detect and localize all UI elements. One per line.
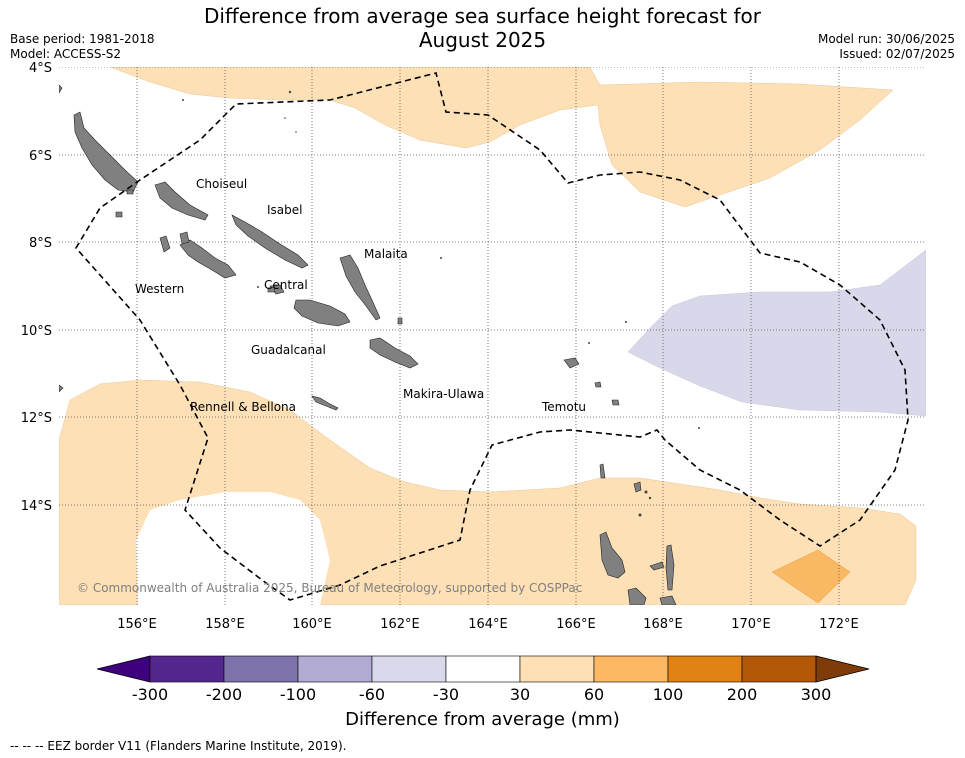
lon-label: 166°E [556,617,596,632]
region-label-choiseul: Choiseul [196,177,247,191]
lat-label: 8°S [29,236,52,251]
meta-right: Model run: 30/06/2025 Issued: 02/07/2025 [818,32,955,62]
colorbar-tick: 60 [584,685,604,700]
gridlines [59,67,926,605]
region-label-central: Central [264,278,308,292]
colorbar-extend-low [96,655,151,683]
meta-left: Base period: 1981-2018 Model: ACCESS-S2 [10,32,155,62]
island-torres [599,463,606,479]
island-bougainville-edge [59,84,63,94]
region-label-temotu: Temotu [541,400,586,414]
base-period: Base period: 1981-2018 [10,32,155,46]
island-treasury [126,189,134,195]
colorbar-bin [223,655,299,683]
island-choiseul-south [154,181,209,221]
region-label-makira-ulawa: Makira-Ulawa [403,387,484,401]
colorbar-tick: -60 [359,685,385,700]
island-west-edge [59,384,64,393]
colorbar-tick: 200 [727,685,758,700]
title-line-2: August 2025 [418,28,547,52]
eez-border-solomon [75,72,909,601]
lat-label: 6°S [29,149,52,164]
lat-label: 10°S [21,324,52,339]
island-ontong [397,317,403,325]
island-choiseul [73,111,139,193]
lon-label: 156°E [117,617,157,632]
colorbar-tick: 100 [653,685,684,700]
lon-label: 158°E [205,617,245,632]
anomaly-area-negative [627,249,926,417]
model-run: Model run: 30/06/2025 [817,32,955,46]
colorbar-tick: -100 [280,685,316,700]
lon-label: 172°E [819,617,859,632]
island-malaita [339,254,381,321]
colorbar-bin [741,655,817,683]
island-shortland [115,211,123,218]
island-ambae [649,561,665,571]
island-santacruz [563,357,580,369]
lon-label: 164°E [468,617,508,632]
model-name: Model: ACCESS-S2 [10,47,122,61]
island-guadalcanal [293,299,351,327]
region-label-isabel: Isabel [267,203,302,217]
lon-label: 168°E [643,617,683,632]
island-pentecost [665,544,675,591]
colorbar [96,655,870,683]
anomaly-area-strong [771,549,851,604]
issued-date: Issued: 02/07/2025 [839,47,955,61]
colorbar-tick: 30 [510,685,530,700]
colorbar-tick: -200 [206,685,242,700]
lon-label: 162°E [380,617,420,632]
island-makira [369,337,419,369]
colorbar-tick: 300 [801,685,832,700]
region-labels: Choiseul Isabel Malaita Western Central … [135,177,586,414]
region-label-western: Western [135,282,184,296]
colorbar-bin [667,655,743,683]
island-banks [633,481,642,493]
copyright-notice: © Commonwealth of Australia 2025, Bureau… [77,581,582,595]
map-panel: Choiseul Isabel Malaita Western Central … [21,61,926,700]
colorbar-tick: -300 [132,685,168,700]
colorbar-extend-high [815,655,870,683]
island-russell [267,286,276,293]
lat-label: 14°S [21,499,52,514]
island-isabel [231,214,309,269]
colorbar-title: Difference from average (mm) [345,709,620,730]
island-vanikoro [594,381,602,388]
island-malakula [627,587,647,605]
title-line-1: Difference from average sea surface heig… [203,4,762,28]
land-masses [59,84,677,605]
neutral-area-southwest [136,492,330,605]
chart-title: Difference from average sea surface heig… [0,4,965,52]
colorbar-bin [297,655,373,683]
colorbar-bin [445,655,521,683]
lat-label: 12°S [21,411,52,426]
island-newgeorgia [179,239,237,279]
colorbar-ticks: -300 -200 -100 -60 -30 30 60 100 200 300 [132,685,831,700]
region-label-guadalcanal: Guadalcanal [251,343,326,357]
lat-label: 4°S [29,61,52,76]
anomaly-area-north [109,67,894,208]
latitude-labels: 4°S 6°S 8°S 10°S 12°S 14°S [21,61,52,514]
longitude-labels: 156°E 158°E 160°E 162°E 164°E 166°E 168°… [117,617,859,632]
colorbar-bin [371,655,447,683]
lon-label: 160°E [292,617,332,632]
island-rennell [311,395,339,411]
island-maewo [659,595,677,605]
island-kolombangara [179,231,190,245]
island-utupua [611,399,620,406]
region-label-malaita: Malaita [364,247,408,261]
colorbar-bin [149,655,225,683]
small-islets [182,90,700,517]
region-label-rennell-bellona: Rennell & Bellona [190,400,296,414]
colorbar-bin [519,655,595,683]
colorbar-tick: -30 [433,685,459,700]
lon-label: 170°E [731,617,771,632]
colorbar-bin [593,655,669,683]
island-espiritu [599,531,626,579]
eez-footnote: -- -- -- EEZ border V11 (Flanders Marine… [10,739,347,753]
island-vella [159,235,171,253]
